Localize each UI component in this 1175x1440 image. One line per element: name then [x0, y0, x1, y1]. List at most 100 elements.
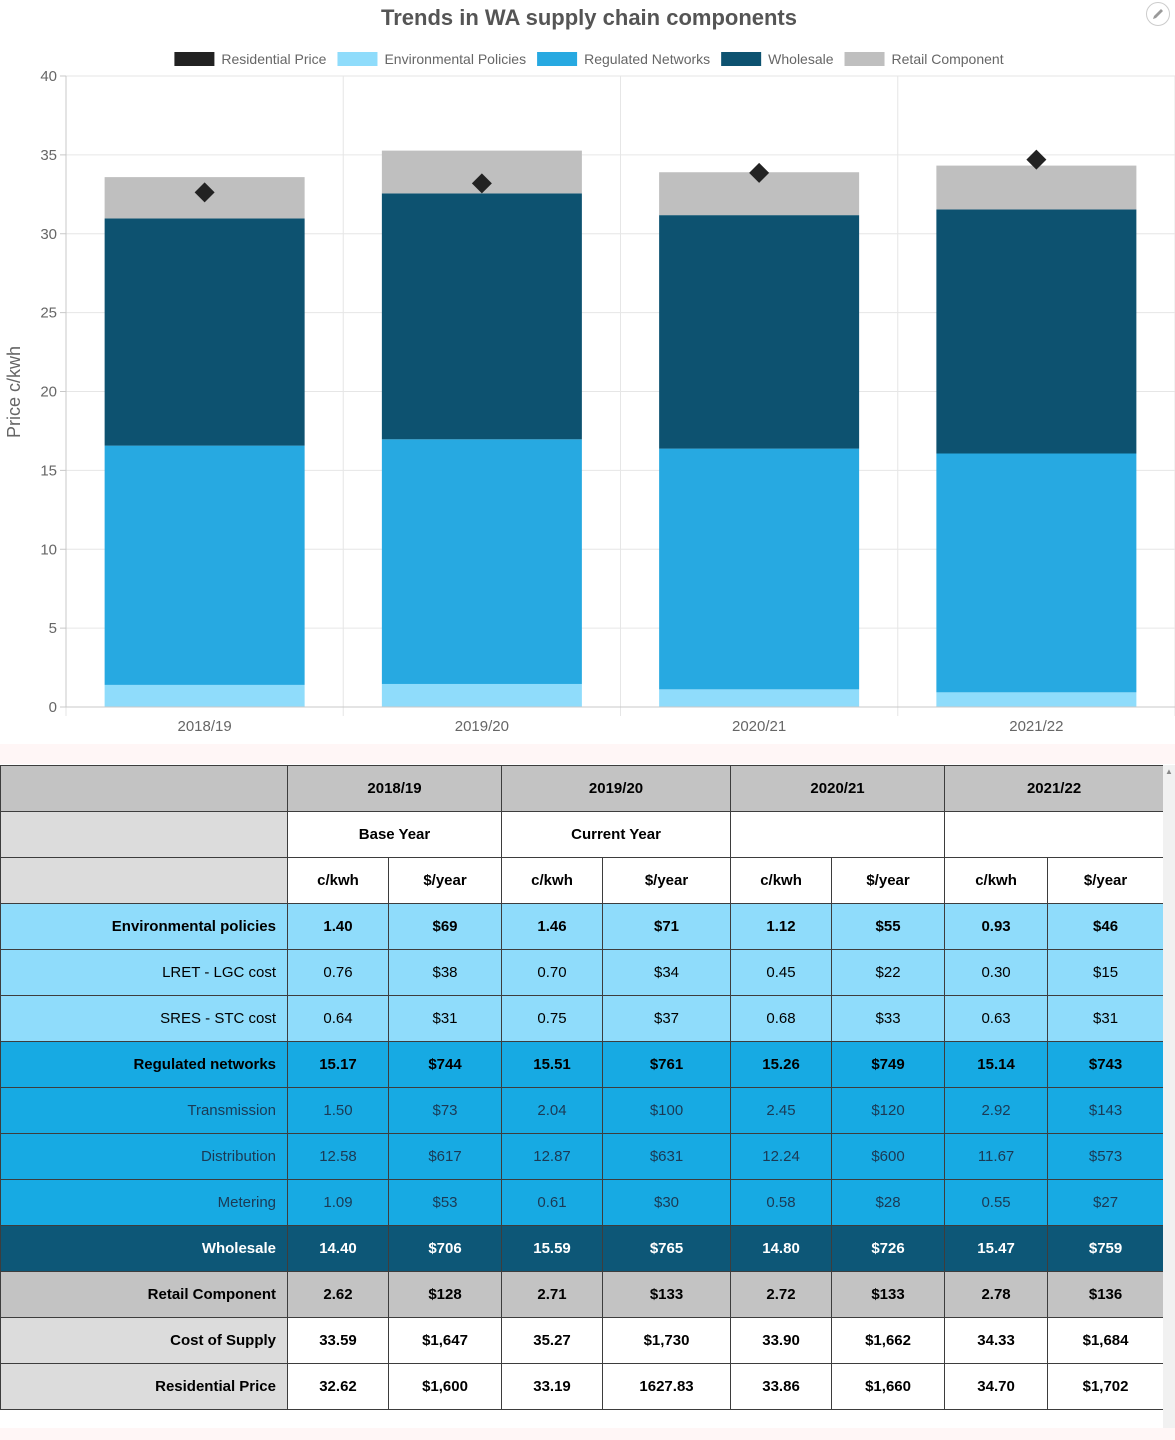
table-row: Metering 1.09 $53 0.61 $30 0.58 $28 0.55 $27: [0, 1179, 1165, 1226]
unit-ckwh-1: c/kwh: [501, 857, 604, 904]
unit-ckwh-2: c/kwh: [730, 857, 833, 904]
bar-wholesale-0[interactable]: [104, 218, 305, 446]
year-note-0: Base Year: [286, 811, 503, 858]
row-value: $22: [831, 949, 946, 996]
bar-regulated-networks-3[interactable]: [936, 453, 1137, 693]
row-value: $28: [831, 1179, 946, 1226]
row-value: $73: [387, 1087, 503, 1134]
bar-environmental-policies-1[interactable]: [381, 683, 582, 707]
row-value: 2.92: [944, 1087, 1049, 1134]
pencil-icon[interactable]: [1146, 2, 1170, 26]
y-tick-label-0: 0: [49, 699, 57, 716]
unit-dollar-year-3: $/year: [1047, 857, 1165, 904]
row-value: $1,600: [387, 1363, 503, 1410]
y-tick-label-2: 10: [40, 541, 57, 558]
table-row: SRES - STC cost 0.64 $31 0.75 $37 0.68 $33 0.63…: [0, 995, 1165, 1042]
units-blank-cell: [0, 857, 288, 904]
scroll-up-icon[interactable]: ▲: [1165, 767, 1173, 776]
table-row: Transmission 1.50 $73 2.04 $100 2.45 $120 2.92 $…: [0, 1087, 1165, 1134]
table-header-year-notes: Base Year Current Year: [0, 811, 1165, 858]
row-value: 2.62: [287, 1271, 389, 1318]
bar-environmental-policies-0[interactable]: [104, 684, 305, 707]
bar-wholesale-2[interactable]: [659, 215, 860, 449]
row-label: LRET - LGC cost: [0, 949, 288, 996]
table-row: Environmental policies 1.40 $69 1.46 $71 1.12…: [0, 903, 1165, 950]
legend-label-environmental-policies[interactable]: Environmental Policies: [384, 51, 526, 67]
residential-price-markers[interactable]: [194, 149, 1047, 203]
row-value: 0.68: [730, 995, 833, 1042]
marker-residential-price-3[interactable]: [1026, 149, 1047, 170]
bar-wholesale-1[interactable]: [381, 193, 582, 440]
bar-regulated-networks-1[interactable]: [381, 439, 582, 684]
row-value: 15.17: [287, 1041, 389, 1088]
row-value: 15.47: [944, 1225, 1049, 1272]
row-value: 1627.83: [602, 1363, 732, 1410]
row-value: 14.80: [730, 1225, 833, 1272]
legend-swatch-retail-component[interactable]: [844, 52, 885, 66]
header-year-0: 2018/19: [286, 765, 503, 812]
row-label: Wholesale: [0, 1225, 288, 1272]
row-value: $37: [602, 995, 732, 1042]
legend-label-wholesale[interactable]: Wholesale: [768, 51, 834, 67]
table-row: Retail Component 2.62 $128 2.71 $133 2.72 $133…: [0, 1271, 1165, 1318]
legend-label-residential-price[interactable]: Residential Price: [221, 51, 326, 67]
bar-regulated-networks-0[interactable]: [104, 445, 305, 685]
unit-ckwh-0: c/kwh: [287, 857, 389, 904]
table-row: Cost of Supply 33.59 $1,647 35.27 $1,730 33.9…: [0, 1317, 1165, 1364]
row-value: 0.93: [944, 903, 1049, 950]
legend-label-regulated-networks[interactable]: Regulated Networks: [584, 51, 710, 67]
legend-swatch-regulated-networks[interactable]: [537, 52, 578, 66]
row-value: 1.40: [287, 903, 389, 950]
row-label: Transmission: [0, 1087, 288, 1134]
row-value: $617: [387, 1133, 503, 1180]
bar-retail-component-3[interactable]: [936, 165, 1137, 210]
header-year-3: 2021/22: [944, 765, 1165, 812]
marker-residential-price-1[interactable]: [471, 173, 492, 194]
row-value: $100: [602, 1087, 732, 1134]
row-value: 2.78: [944, 1271, 1049, 1318]
y-tick-label-7: 35: [40, 147, 57, 164]
row-value: 33.90: [730, 1317, 833, 1364]
row-label: SRES - STC cost: [0, 995, 288, 1042]
table-header-years: 2018/19 2019/20 2020/21 2021/22: [0, 765, 1165, 812]
row-value: 12.58: [287, 1133, 389, 1180]
legend-label-retail-component[interactable]: Retail Component: [892, 51, 1004, 67]
row-label: Cost of Supply: [0, 1317, 288, 1364]
x-tick-label-3: 2021/22: [1009, 718, 1063, 735]
header-year-2: 2020/21: [730, 765, 946, 812]
year-note-1: Current Year: [501, 811, 732, 858]
row-value: $69: [387, 903, 503, 950]
row-label: Environmental policies: [0, 903, 288, 950]
row-label: Metering: [0, 1179, 288, 1226]
row-value: 2.45: [730, 1087, 833, 1134]
row-value: $33: [831, 995, 946, 1042]
marker-residential-price-2[interactable]: [749, 162, 770, 183]
row-value: 2.04: [501, 1087, 604, 1134]
y-tick-label-5: 25: [40, 305, 57, 322]
legend-swatch-residential-price[interactable]: [174, 52, 215, 66]
row-value: $743: [1047, 1041, 1165, 1088]
marker-residential-price-0[interactable]: [194, 182, 215, 203]
legend-swatch-environmental-policies[interactable]: [337, 52, 378, 66]
chart-legend[interactable]: Residential Price Environmental Policies R…: [174, 51, 1004, 67]
table-scrollbar[interactable]: ▲: [1163, 765, 1175, 1428]
row-value: 33.86: [730, 1363, 833, 1410]
bar-regulated-networks-2[interactable]: [659, 448, 860, 690]
x-tick-label-1: 2019/20: [455, 718, 509, 735]
legend-swatch-wholesale[interactable]: [721, 52, 762, 66]
row-value: 0.63: [944, 995, 1049, 1042]
row-value: 15.14: [944, 1041, 1049, 1088]
unit-dollar-year-0: $/year: [387, 857, 503, 904]
row-label: Retail Component: [0, 1271, 288, 1318]
supply-chain-table: 2018/19 2019/20 2020/21 2021/22 Base Year Cur…: [0, 765, 1165, 1410]
bar-wholesale-3[interactable]: [936, 209, 1137, 454]
row-value: $749: [831, 1041, 946, 1088]
bar-environmental-policies-2[interactable]: [659, 689, 860, 707]
row-label: Residential Price: [0, 1363, 288, 1410]
row-value: 12.24: [730, 1133, 833, 1180]
row-value: 0.75: [501, 995, 604, 1042]
row-value: $573: [1047, 1133, 1165, 1180]
bar-environmental-policies-3[interactable]: [936, 692, 1137, 707]
chart-bars[interactable]: [104, 150, 1137, 707]
row-value: $30: [602, 1179, 732, 1226]
